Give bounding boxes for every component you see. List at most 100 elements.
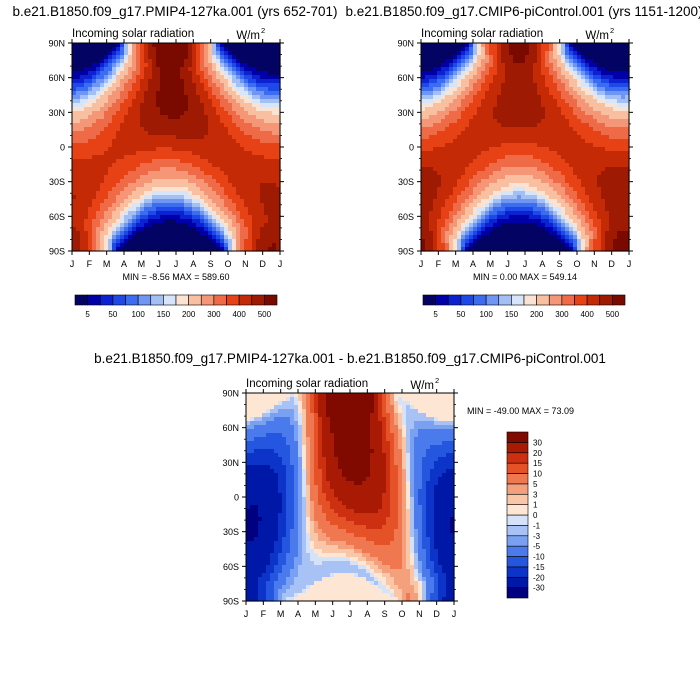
heatmap-cell — [216, 175, 221, 180]
heatmap-cell — [128, 231, 133, 236]
heatmap-cell — [268, 243, 273, 248]
heatmap-cell — [92, 227, 97, 232]
heatmap-cell — [485, 227, 490, 232]
heatmap-cell — [533, 51, 538, 56]
heatmap-cell — [116, 87, 121, 92]
heatmap-cell — [477, 43, 482, 48]
heatmap-cell — [441, 219, 446, 224]
heatmap-cell — [485, 143, 490, 148]
heatmap-cell — [581, 183, 586, 188]
heatmap-cell — [581, 87, 586, 92]
heatmap-cell — [184, 191, 189, 196]
heatmap-cell — [192, 55, 197, 60]
heatmap-cell — [477, 47, 482, 52]
heatmap-cell — [457, 175, 462, 180]
heatmap-cell — [449, 67, 454, 72]
heatmap-cell — [481, 111, 486, 116]
heatmap-cell — [477, 179, 482, 184]
heatmap-cell — [120, 119, 125, 124]
heatmap-cell — [437, 175, 442, 180]
heatmap-cell — [192, 107, 197, 112]
heatmap-cell — [112, 119, 117, 124]
heatmap-cell — [461, 115, 466, 120]
heatmap-cell — [152, 87, 157, 92]
heatmap-cell — [92, 171, 97, 176]
heatmap-cell — [264, 239, 269, 244]
heatmap-cell — [569, 215, 574, 220]
heatmap-cell — [96, 43, 101, 48]
heatmap-cell — [264, 47, 269, 52]
heatmap-cell — [228, 139, 233, 144]
heatmap-cell — [236, 159, 241, 164]
heatmap-cell — [489, 107, 494, 112]
heatmap-cell — [457, 163, 462, 168]
heatmap-cell — [521, 239, 526, 244]
heatmap-cell — [204, 123, 209, 128]
heatmap-cell — [168, 159, 173, 164]
heatmap-cell — [541, 235, 546, 240]
heatmap-cell — [573, 207, 578, 212]
heatmap-cell — [565, 67, 570, 72]
heatmap-cell — [200, 107, 205, 112]
heatmap-cell — [180, 87, 185, 92]
heatmap-cell — [493, 111, 498, 116]
heatmap-cell — [501, 83, 506, 88]
heatmap-cell — [561, 179, 566, 184]
heatmap-cell — [196, 167, 201, 172]
heatmap-cell — [461, 203, 466, 208]
heatmap-cell — [132, 135, 137, 140]
heatmap-cell — [204, 247, 209, 252]
heatmap-cell — [244, 183, 249, 188]
heatmap-cell — [545, 159, 550, 164]
heatmap-cell — [128, 139, 133, 144]
heatmap-cell — [208, 227, 213, 232]
heatmap-cell — [172, 59, 177, 64]
heatmap-cell — [72, 75, 77, 80]
heatmap-cell — [120, 243, 125, 248]
heatmap-cell — [545, 63, 550, 68]
heatmap-cell — [116, 179, 121, 184]
heatmap-cell — [260, 195, 265, 200]
heatmap-cell — [268, 91, 273, 96]
heatmap-cell — [573, 223, 578, 228]
heatmap-cell — [96, 243, 101, 248]
heatmap-cell — [184, 67, 189, 72]
heatmap-cell — [449, 139, 454, 144]
colorbar-tick-label: 50 — [108, 310, 117, 319]
heatmap-cell — [268, 83, 273, 88]
heatmap-cell — [120, 203, 125, 208]
heatmap-cell — [252, 107, 257, 112]
heatmap-cell — [204, 67, 209, 72]
heatmap-cell — [172, 79, 177, 84]
heatmap-cell — [156, 119, 161, 124]
heatmap-cell — [244, 151, 249, 156]
heatmap-cell — [152, 135, 157, 140]
heatmap-cell — [561, 127, 566, 132]
heatmap-cell — [160, 99, 165, 104]
heatmap-cell — [573, 167, 578, 172]
heatmap-cell — [236, 131, 241, 136]
heatmap-cell — [477, 163, 482, 168]
heatmap-cell — [473, 131, 478, 136]
heatmap-cell — [88, 171, 93, 176]
heatmap-cell — [240, 207, 245, 212]
heatmap-cell — [160, 171, 165, 176]
heatmap-cell — [88, 207, 93, 212]
heatmap-cell — [96, 239, 101, 244]
heatmap-cell — [537, 95, 542, 100]
x-tick-label: M — [138, 259, 146, 269]
heatmap-cell — [188, 119, 193, 124]
heatmap-cell — [453, 239, 458, 244]
heatmap-cell — [208, 95, 213, 100]
heatmap-cell — [128, 179, 133, 184]
heatmap-cell — [220, 227, 225, 232]
heatmap-cell — [493, 103, 498, 108]
heatmap-cell — [240, 79, 245, 84]
heatmap-cell — [80, 187, 85, 192]
heatmap-cell — [120, 87, 125, 92]
heatmap-cell — [505, 111, 510, 116]
heatmap-cell — [248, 247, 253, 252]
heatmap-cell — [473, 151, 478, 156]
heatmap-cell — [260, 167, 265, 172]
heatmap-cell — [517, 63, 522, 68]
